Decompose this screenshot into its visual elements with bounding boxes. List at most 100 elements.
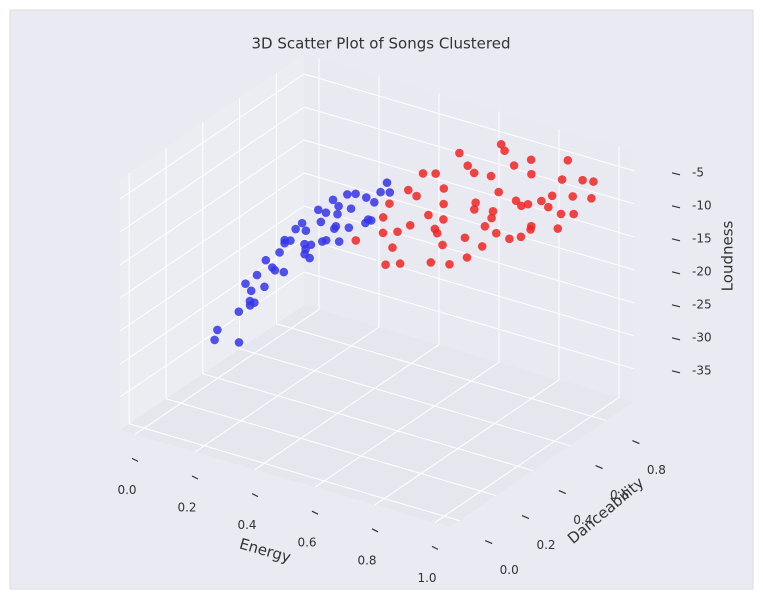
point [279, 267, 289, 277]
point [488, 207, 498, 216]
y-tick-label: 0.4 [573, 513, 592, 527]
point [557, 175, 567, 184]
point [378, 228, 388, 238]
point [523, 199, 533, 209]
point [537, 196, 546, 206]
grid-line [303, 73, 635, 172]
point [487, 213, 496, 223]
point [267, 263, 277, 272]
point [343, 190, 352, 199]
x-tick [251, 493, 259, 498]
x-tick-label: 0.0 [117, 483, 136, 497]
y-tick-label: 0.8 [647, 463, 666, 477]
point [494, 187, 503, 197]
grid-line [303, 139, 635, 238]
point [260, 282, 269, 292]
point [376, 187, 385, 197]
x-tick-label: 0.4 [237, 518, 256, 532]
z-tick [671, 304, 681, 308]
grid-line [119, 73, 305, 200]
z-tick [671, 370, 681, 374]
point [587, 194, 596, 203]
point [511, 196, 521, 206]
grid-line [165, 398, 497, 497]
x-tick [191, 475, 199, 480]
point [477, 242, 487, 251]
point [334, 201, 343, 211]
y-tick-label: 0.0 [500, 563, 519, 577]
grid-line [254, 344, 440, 471]
x-tick [371, 528, 379, 533]
point [234, 307, 244, 317]
point [344, 223, 354, 232]
point [403, 185, 413, 195]
point [439, 184, 449, 193]
x-tick-label: 0.8 [357, 553, 376, 567]
point [412, 191, 421, 201]
point [439, 215, 448, 224]
point [333, 209, 342, 219]
y-tick-label: 0.2 [536, 538, 555, 552]
point [432, 228, 442, 238]
x-tick-label: 0.2 [177, 501, 196, 515]
point [405, 220, 415, 230]
point [382, 178, 392, 187]
point [547, 191, 557, 201]
x-tick [431, 545, 439, 550]
point [496, 140, 506, 149]
z-tick-label: -5 [692, 165, 704, 179]
point [460, 233, 470, 243]
floor-pane [120, 305, 634, 527]
point [426, 258, 436, 267]
z-tick [671, 238, 681, 242]
grid-line [276, 323, 607, 422]
point [346, 204, 356, 213]
z-tick [671, 172, 681, 176]
axes-box [119, 54, 681, 550]
point [275, 248, 284, 257]
point [393, 227, 402, 237]
point [291, 224, 300, 234]
x-tick-label: 0.6 [297, 536, 316, 550]
point [321, 235, 331, 245]
point [381, 260, 390, 270]
point [378, 213, 388, 222]
point [445, 260, 454, 269]
point [370, 198, 379, 207]
point [261, 255, 271, 265]
grid-line [134, 308, 320, 435]
grid-line [303, 271, 635, 370]
point [526, 221, 536, 231]
grid-line [239, 348, 570, 447]
point [388, 243, 397, 252]
point [418, 169, 428, 178]
point [424, 210, 433, 220]
point [517, 201, 526, 211]
z-tick-label: -20 [692, 264, 712, 278]
point [385, 188, 395, 197]
y-tick-label: 0.6 [610, 488, 629, 502]
y-tick [484, 539, 493, 545]
z-tick [671, 205, 681, 209]
grid-line [194, 326, 380, 453]
point [491, 228, 501, 238]
point [480, 221, 490, 231]
point [563, 156, 573, 165]
point [439, 199, 448, 209]
point [351, 189, 360, 199]
grid-line [314, 361, 500, 488]
point [280, 235, 289, 245]
point [431, 169, 440, 178]
point [578, 175, 587, 185]
grid-line [303, 106, 635, 205]
point [462, 253, 472, 262]
points [210, 140, 598, 347]
z-tick-label: -30 [692, 330, 712, 344]
point [330, 224, 339, 234]
point [213, 325, 222, 335]
point [313, 205, 323, 215]
point [321, 208, 331, 217]
point [569, 209, 578, 219]
z-tick-label: -25 [692, 297, 712, 311]
